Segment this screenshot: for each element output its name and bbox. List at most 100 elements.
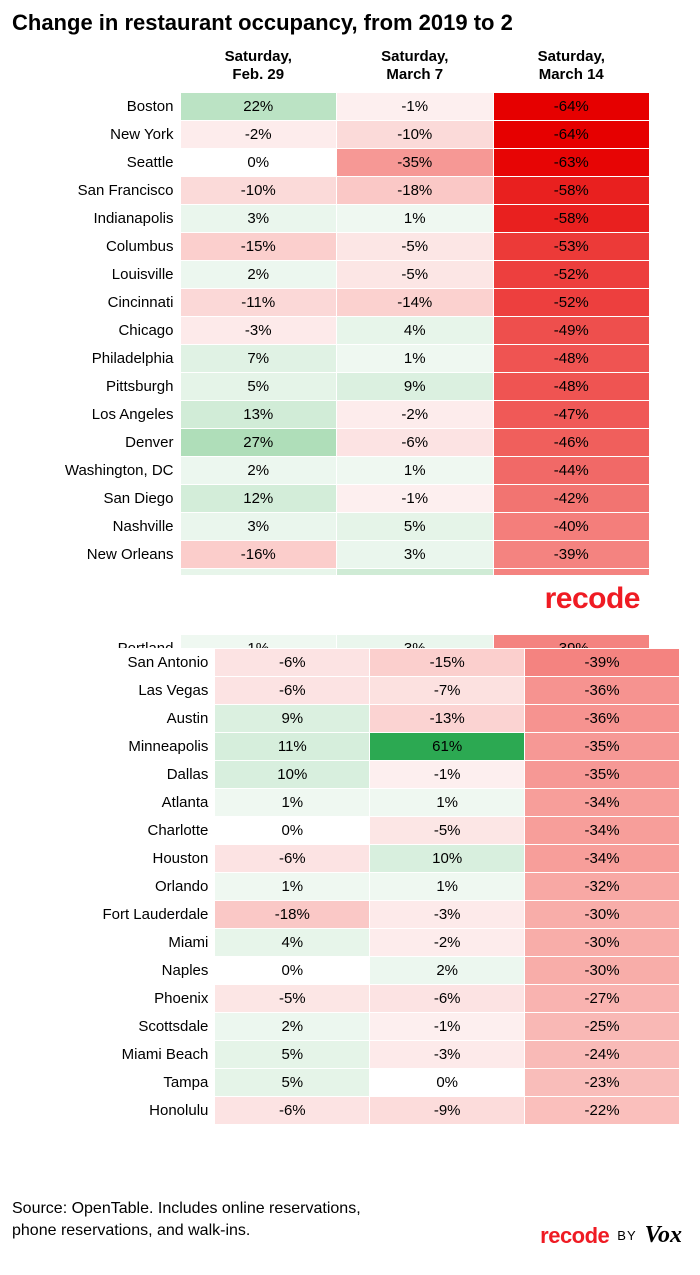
heatmap-cell: 3% [337,541,494,569]
heatmap-cell: -39% [493,541,650,569]
city-label: Las Vegas [60,677,215,705]
heatmap-cell: -3% [370,1041,525,1069]
city-label: Indianapolis [30,205,180,233]
city-label: Orlando [60,873,215,901]
heatmap-cell: -1% [370,761,525,789]
vox-logo: Vox [645,1222,682,1249]
heatmap-cell: 7% [180,345,337,373]
heatmap-cell: -2% [180,121,337,149]
heatmap-cell: 10% [215,761,370,789]
heatmap-cell: -3% [180,317,337,345]
city-label: Columbus [30,233,180,261]
heatmap-cell: -39% [493,635,650,649]
heatmap-cell: -36% [525,677,680,705]
heatmap-cell: -23% [525,1069,680,1097]
table-row: Orlando1%1%-32% [60,873,680,901]
table-row: Columbus-15%-5%-53% [30,233,650,261]
city-label: New Orleans [30,541,180,569]
heatmap-cell: 3% [180,205,337,233]
heatmap-cell: -64% [493,121,650,149]
table-row: Scottsdale2%-1%-25% [60,1013,680,1041]
heatmap-cell: -39% [525,649,680,677]
city-label: Los Angeles [30,401,180,429]
heatmap-cell: -6% [215,845,370,873]
table-row: Miami Beach5%-3%-24% [60,1041,680,1069]
city-label: Fort Lauderdale [60,901,215,929]
source-line2: phone reservations, and walk-ins. [12,1222,250,1239]
heatmap-cell: -47% [493,401,650,429]
heatmap-cell: -5% [370,817,525,845]
heatmap-cell: 0% [215,817,370,845]
heatmap-cell: -48% [493,373,650,401]
heatmap-cell: -3% [370,901,525,929]
heatmap-cell: -6% [215,1097,370,1125]
heatmap-cell: -49% [493,317,650,345]
heatmap-cell: -15% [180,233,337,261]
city-label: Nashville [30,513,180,541]
heatmap-cell: -30% [525,901,680,929]
city-label: San Francisco [30,177,180,205]
city-label: Louisville [30,261,180,289]
table-row: Washington, DC2%1%-44% [30,457,650,485]
table-row: Atlanta1%1%-34% [60,789,680,817]
heatmap-cell: -64% [493,93,650,121]
table-row: San Diego12%-1%-42% [30,485,650,513]
table-row: Las Vegas-6%-7%-36% [60,677,680,705]
city-label: Chicago [30,317,180,345]
heatmap-cell: -18% [337,177,494,205]
heatmap-cell: 27% [180,429,337,457]
recode-watermark: recode [545,582,640,616]
table-row: Austin9%-13%-36% [60,705,680,733]
heatmap-cell: 5% [215,1069,370,1097]
heatmap-cell: 0% [180,149,337,177]
heatmap-cell: -48% [493,345,650,373]
city-label: Scottsdale [60,1013,215,1041]
heatmap-cell: -15% [370,649,525,677]
table-row: Minneapolis11%61%-35% [60,733,680,761]
heatmap-cell: -6% [337,429,494,457]
heatmap-cell: 5% [180,373,337,401]
heatmap-cell: -36% [525,705,680,733]
city-label: Tampa [60,1069,215,1097]
heatmap-cell: -63% [493,149,650,177]
heatmap-cell: -30% [525,957,680,985]
heatmap-cell: -5% [337,261,494,289]
table-row: Boston22%-1%-64% [30,93,650,121]
column-header: Saturday,March 14 [493,42,650,93]
table-row: New York-2%-10%-64% [30,121,650,149]
heatmap-cell: -32% [525,873,680,901]
table-row: Pittsburgh5%9%-48% [30,373,650,401]
table-row: Nashville3%5%-40% [30,513,650,541]
heatmap-cell: 9% [215,705,370,733]
heatmap-cell: -9% [370,1097,525,1125]
city-label: Cincinnati [30,289,180,317]
recode-logo: recode [540,1223,609,1249]
heatmap-cell: -34% [525,817,680,845]
table-row: Tampa5%0%-23% [60,1069,680,1097]
heatmap-table-bottom: San Antonio-6%-15%-39%Las Vegas-6%-7%-36… [60,648,680,1125]
table-row: Los Angeles13%-2%-47% [30,401,650,429]
city-label: Honolulu [60,1097,215,1125]
heatmap-cell: -2% [370,929,525,957]
chart-title: Change in restaurant occupancy, from 201… [0,0,700,42]
heatmap-cell: -7% [370,677,525,705]
table-row: Cincinnati-11%-14%-52% [30,289,650,317]
city-label: Phoenix [60,985,215,1013]
heatmap-cell: -1% [337,485,494,513]
heatmap-cell: 1% [337,205,494,233]
heatmap-cell: -2% [337,401,494,429]
heatmap-cell: -40% [493,513,650,541]
table-row: Indianapolis3%1%-58% [30,205,650,233]
heatmap-cell: -25% [525,1013,680,1041]
heatmap-cell: -58% [493,177,650,205]
heatmap-cell: 4% [215,929,370,957]
heatmap-cell: 2% [180,457,337,485]
heatmap-cell: 22% [180,93,337,121]
heatmap-cell: 4% [337,317,494,345]
heatmap-cell: -6% [215,649,370,677]
heatmap-cell: -1% [370,1013,525,1041]
city-label: Philadelphia [30,345,180,373]
city-label: Washington, DC [30,457,180,485]
heatmap-cell: 12% [180,485,337,513]
heatmap-cell: 1% [215,873,370,901]
